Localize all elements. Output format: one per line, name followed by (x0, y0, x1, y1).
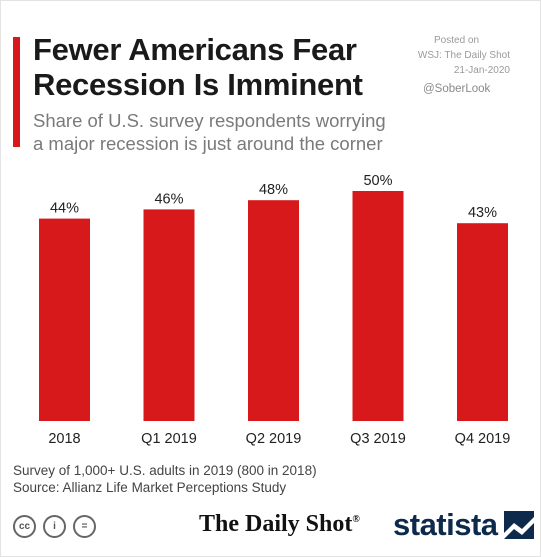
license-icons: cc i = (13, 515, 96, 538)
x-tick-label-q3-2019: Q3 2019 (350, 431, 406, 447)
x-tick-label-2018: 2018 (48, 431, 80, 447)
bar-q4-2019 (457, 223, 508, 421)
data-label-2018: 44% (50, 201, 79, 217)
posted-on-source: WSJ: The Daily Shot (417, 50, 510, 61)
person-attribution-icon: i (43, 515, 66, 538)
bar-2018 (39, 218, 90, 421)
bar-chart: 44% 2018 46% Q1 2019 48% Q2 2019 50% Q3 2019 43%… (39, 173, 511, 447)
x-tick-label-q4-2019: Q4 2019 (455, 431, 511, 447)
data-label-q3-2019: 50% (363, 173, 392, 189)
footnote: Survey of 1,000+ U.S. adults in 2019 (80… (13, 462, 317, 496)
statista-logo: statista (393, 507, 534, 543)
statista-logo-text: statista (393, 507, 498, 542)
posted-on-note: Posted on WSJ: The Daily Shot 21-Jan-202… (360, 33, 510, 78)
dailyshot-logo: The Daily Shot® (199, 511, 360, 538)
x-tick-label-q2-2019: Q2 2019 (246, 431, 302, 447)
chart-subtitle-line-2: a major recession is just around the cor… (33, 133, 383, 154)
bar-q2-2019 (248, 200, 299, 421)
dailyshot-logo-text: The Daily Shot (199, 511, 353, 537)
cc-icon: cc (13, 515, 36, 538)
posted-on-date: 21-Jan-2020 (453, 65, 510, 76)
dailyshot-registered-mark: ® (352, 514, 360, 525)
twitter-handle: @SoberLook (423, 83, 491, 95)
statista-mark-icon (503, 511, 534, 539)
data-label-q1-2019: 46% (154, 191, 183, 207)
chart-subtitle: Share of U.S. survey respondents worryin… (33, 109, 386, 155)
chart-title-line-2: Recession Is Imminent (33, 67, 363, 102)
bar-q3-2019 (352, 191, 404, 421)
posted-on-label: Posted on (434, 35, 480, 46)
chart-title: Fewer Americans Fear Recession Is Immine… (33, 32, 363, 102)
data-label-q2-2019: 48% (259, 182, 288, 198)
footnote-source: Source: Allianz Life Market Perceptions … (13, 480, 287, 495)
footnote-survey: Survey of 1,000+ U.S. adults in 2019 (80… (13, 463, 317, 478)
x-tick-label-q1-2019: Q1 2019 (141, 431, 197, 447)
accent-bar (13, 37, 20, 147)
chart-title-line-1: Fewer Americans Fear (33, 32, 357, 67)
equals-noderivs-icon: = (73, 515, 96, 538)
bar-q1-2019 (143, 209, 195, 421)
data-label-q4-2019: 43% (468, 205, 497, 221)
chart-subtitle-line-1: Share of U.S. survey respondents worryin… (33, 110, 386, 131)
